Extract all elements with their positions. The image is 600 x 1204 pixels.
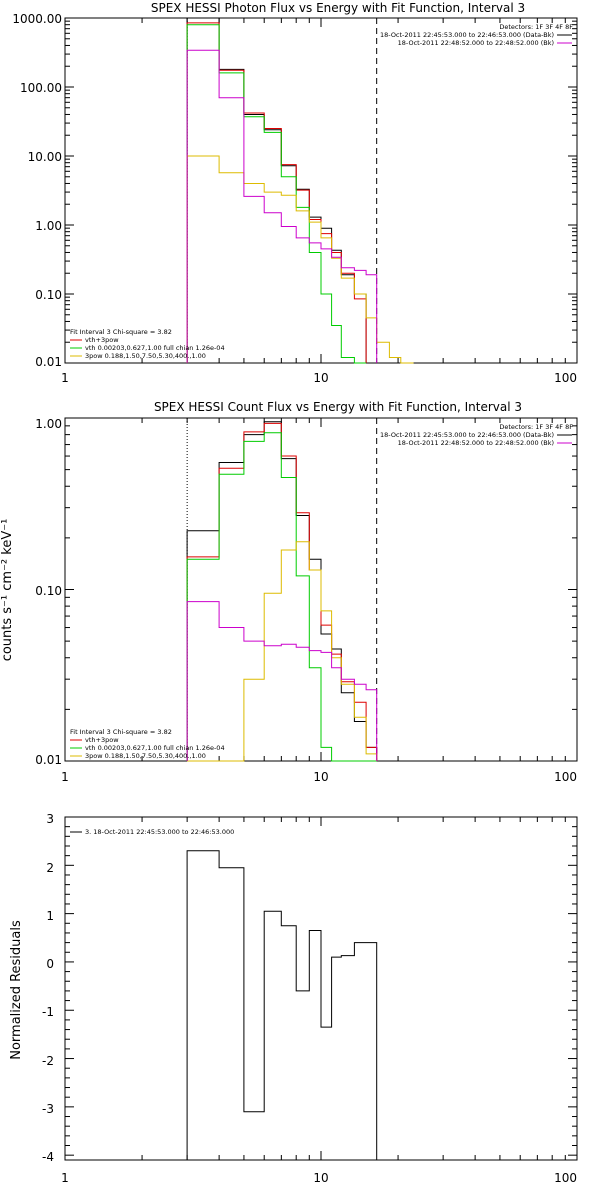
legend-entry-label: vth+3pow (85, 336, 119, 344)
x-tick-label: 1 (61, 371, 69, 385)
y-tick-label: -2 (42, 1054, 54, 1068)
series-group (186, 17, 414, 364)
y-tick-label: 100.00 (20, 81, 62, 95)
series-bk (186, 49, 378, 363)
y-tick-label: 0 (46, 957, 54, 971)
series-data-bk (186, 17, 367, 363)
y-tick-label: 1.00 (35, 219, 62, 233)
y-tick-label: -4 (42, 1150, 54, 1164)
series-vth (186, 24, 367, 364)
legend-entry-label: 18-Oct-2011 22:48:52.000 to 22:48:52.000… (398, 39, 554, 47)
series-3pow (187, 541, 378, 762)
x-tick-label: 10 (313, 1171, 328, 1185)
legend-entry-label: 18-Oct-2011 22:48:52.000 to 22:48:52.000… (398, 439, 554, 447)
axis-ticks (64, 17, 577, 364)
legend-entry-label: 18-Oct-2011 22:45:53.000 to 22:46:53.000… (380, 431, 554, 439)
legend-entry-label: 3pow 0.188,1.50,7.50,5.30,400.,1.00 (85, 752, 206, 760)
x-tick-label: 10 (313, 371, 328, 385)
series-vth-3pow (186, 22, 367, 363)
legend-header: Detectors: 1F 3F 4F 8F (499, 423, 573, 431)
y-tick-label: 0.10 (35, 288, 62, 302)
y-tick-label: 10.00 (28, 150, 62, 164)
legend-entry-label: vth+3pow (85, 736, 119, 744)
series-bk (186, 601, 378, 761)
legend-header: Detectors: 1F 3F 4F 8F (499, 23, 573, 31)
series-vth (186, 432, 377, 762)
range-markers (186, 18, 378, 363)
y-tick-label: 0.01 (35, 753, 62, 767)
series-data-bk (186, 421, 378, 761)
legend-entry-label: vth 0.00203,0.627,1.00 full chian 1.26e-… (85, 744, 225, 752)
range-markers (186, 418, 378, 761)
legend-entry-label: vth 0.00203,0.627,1.00 full chian 1.26e-… (85, 344, 225, 352)
series-vth-3pow (186, 422, 378, 761)
fit-info: Fit Interval 3 Chi-square = 3.82 (70, 728, 172, 736)
y-tick-label: 1.00 (35, 417, 62, 431)
x-tick-label: 1 (61, 770, 69, 784)
y-tick-label: 1000.00 (12, 12, 62, 26)
y-axis-label: counts s⁻¹ cm⁻² keV⁻¹ (0, 519, 15, 662)
fit-info: Fit Interval 3 Chi-square = 3.82 (70, 328, 172, 336)
series-3-18-oct-2011-22-45-53-000-to-22-46-53-000 (186, 850, 378, 1160)
legend-entry-label: 3. 18-Oct-2011 22:45:53.000 to 22:46:53.… (85, 828, 234, 836)
chart-title: SPEX HESSI Photon Flux vs Energy with Fi… (151, 1, 525, 15)
chart-title: SPEX HESSI Count Flux vs Energy with Fit… (154, 400, 522, 414)
plot-frame (64, 17, 578, 364)
series-3pow (186, 155, 414, 364)
x-tick-label: 100 (554, 1171, 577, 1185)
y-tick-label: -3 (42, 1102, 54, 1116)
count-flux-panel: SPEX HESSI Count Flux vs Energy with Fit… (0, 400, 578, 784)
x-tick-label: 10 (313, 770, 328, 784)
y-tick-label: -1 (42, 1005, 54, 1019)
series-group (186, 421, 378, 762)
legend-entry-label: 3pow 0.188,1.50,7.50,5.30,400.,1.00 (85, 352, 206, 360)
legend-entry-label: 18-Oct-2011 22:45:53.000 to 22:46:53.000… (380, 31, 554, 39)
residuals-panel: 3 2 1 0 -1 -2 -3 -4 1 10 100 Normalized … (9, 812, 578, 1185)
y-tick-label: 0.10 (35, 584, 62, 598)
y-tick-label: 3 (46, 812, 54, 826)
y-axis-label: Normalized Residuals (9, 920, 24, 1060)
x-tick-label: 100 (554, 770, 577, 784)
y-tick-label: 2 (46, 861, 54, 875)
x-tick-label: 1 (61, 1171, 69, 1185)
photon-flux-panel: SPEX HESSI Photon Flux vs Energy with Fi… (12, 1, 578, 385)
y-tick-label: 1 (46, 909, 54, 923)
y-tick-label: 0.01 (35, 355, 62, 369)
x-tick-label: 100 (554, 371, 577, 385)
series-group (186, 850, 378, 1160)
